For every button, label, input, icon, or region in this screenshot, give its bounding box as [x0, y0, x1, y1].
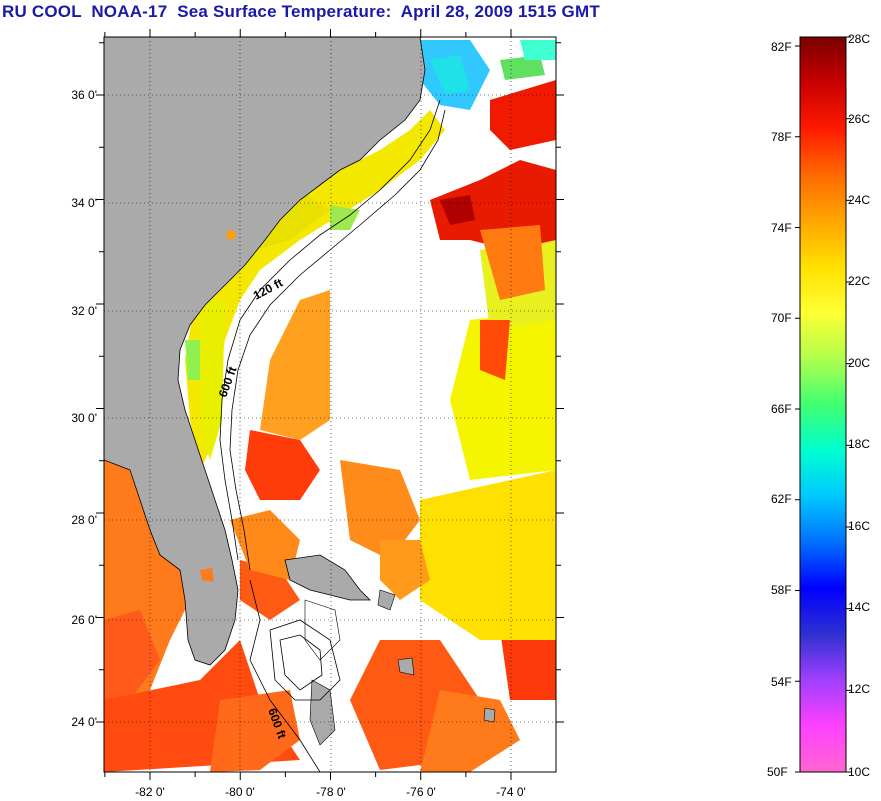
colorbar — [799, 36, 847, 773]
longitude-labels: -82 0' -80 0' -78 0' -76 0' -74 0' — [135, 785, 526, 799]
cb-c-label-24: 24C — [848, 193, 871, 207]
lon-label-76: -76 0' — [406, 785, 436, 799]
cb-f-label-62: 62F — [771, 492, 792, 506]
lat-label-36: 36 0' — [71, 88, 97, 102]
cb-f-label-82: 82F — [771, 40, 792, 54]
cb-c-label-26: 26C — [848, 112, 871, 126]
map-area: 120 ft 600 ft 600 ft — [104, 37, 556, 772]
cb-c-label-10: 10C — [848, 765, 871, 779]
lon-label-78: -78 0' — [316, 785, 346, 799]
cb-f-label-66: 66F — [771, 402, 792, 416]
lon-label-82: -82 0' — [135, 785, 165, 799]
cb-f-label-58: 58F — [771, 583, 792, 597]
cb-f-label-74: 74F — [771, 221, 792, 235]
lat-label-32: 32 0' — [71, 304, 97, 318]
cb-c-label-20: 20C — [848, 356, 871, 370]
chart-title: RU COOL NOAA-17 Sea Surface Temperature:… — [2, 2, 600, 21]
lon-label-80: -80 0' — [225, 785, 255, 799]
lat-label-28: 28 0' — [71, 513, 97, 527]
lat-label-26: 26 0' — [71, 613, 97, 627]
cb-c-label-14: 14C — [848, 600, 871, 614]
depth-contours — [219, 99, 446, 772]
lat-label-24: 24 0' — [71, 715, 97, 729]
cb-c-label-28: 28C — [848, 32, 871, 46]
lat-label-34: 34 0' — [71, 196, 97, 210]
latitude-labels: 36 0' 34 0' 32 0' 30 0' 28 0' 26 0' 24 0… — [71, 88, 97, 729]
lat-label-30: 30 0' — [71, 411, 97, 425]
cb-c-label-12: 12C — [848, 682, 871, 696]
cb-f-label-54: 54F — [771, 675, 792, 689]
colorbar-ticks — [795, 36, 851, 773]
axis-ticks — [96, 29, 564, 780]
cb-c-label-22: 22C — [848, 274, 871, 288]
cb-c-label-18: 18C — [848, 437, 871, 451]
lon-label-74: -74 0' — [496, 785, 526, 799]
cb-f-label-70: 70F — [771, 311, 792, 325]
lat-lon-gridlines — [104, 37, 556, 772]
cb-c-label-16: 16C — [848, 519, 871, 533]
cb-f-label-50: 50F — [767, 765, 788, 779]
cb-f-label-78: 78F — [771, 130, 792, 144]
